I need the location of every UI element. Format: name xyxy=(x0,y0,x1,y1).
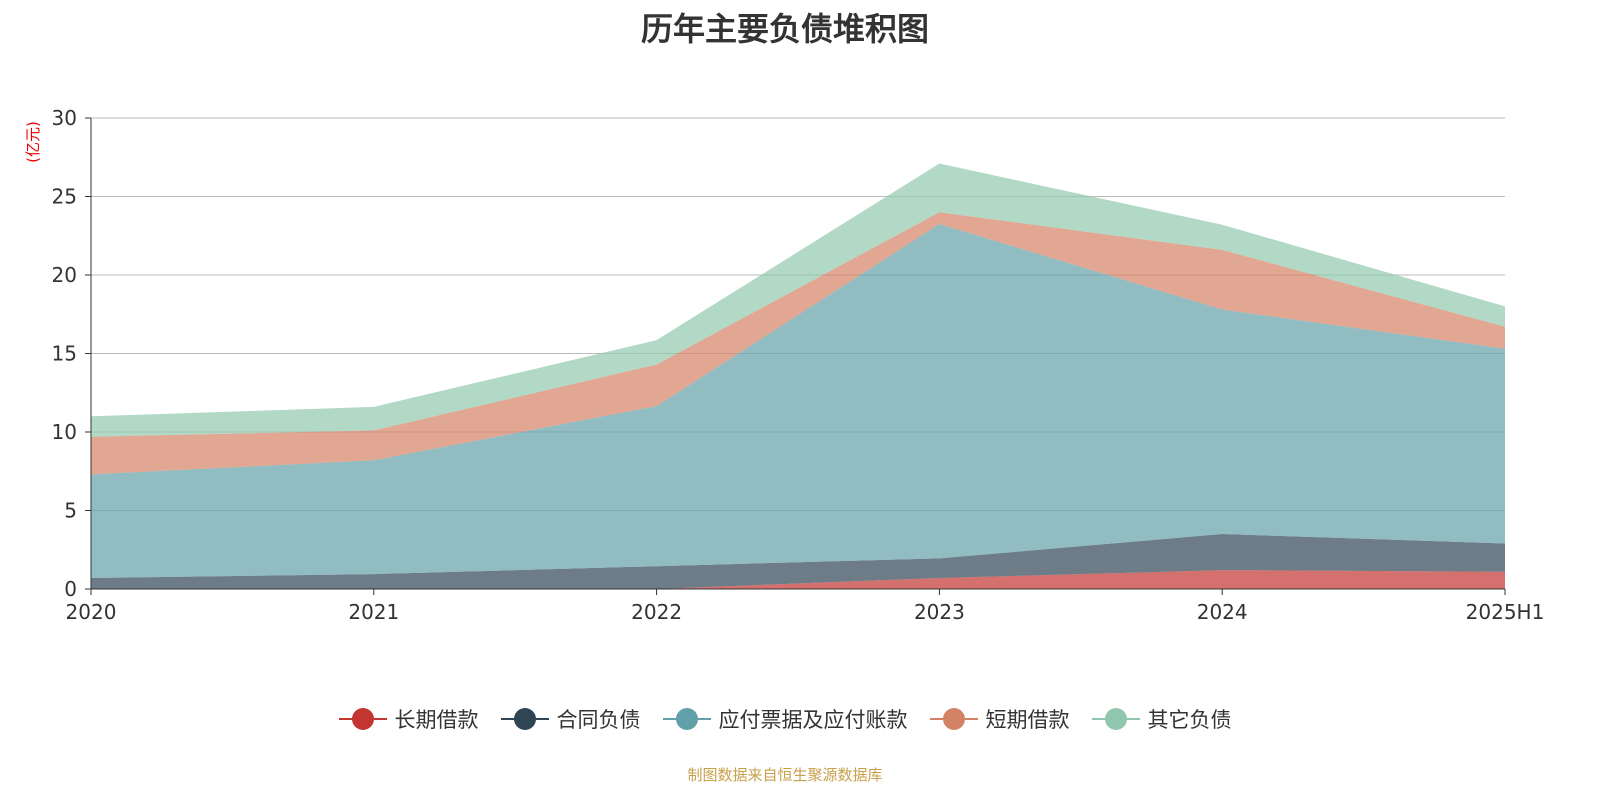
legend-marker-icon xyxy=(662,707,711,731)
area-series-4 xyxy=(91,163,1505,437)
legend-item[interactable]: 其它负债 xyxy=(1091,704,1232,734)
area-series-0 xyxy=(91,570,1505,589)
y-tick-label: 15 xyxy=(52,342,77,366)
legend-item[interactable]: 长期借款 xyxy=(338,704,479,734)
chart-title: 历年主要负债堆积图 xyxy=(640,10,929,48)
legend-marker-icon xyxy=(1091,707,1140,731)
x-tick-label: 2021 xyxy=(348,600,399,624)
legend-label: 应付票据及应付账款 xyxy=(718,708,908,732)
legend-item[interactable]: 合同负债 xyxy=(500,704,641,734)
legend-label: 其它负债 xyxy=(1147,708,1232,732)
x-tick-label: 2020 xyxy=(66,600,117,624)
x-tick-label: 2022 xyxy=(631,600,682,624)
source-note: 制图数据来自恒生聚源数据库 xyxy=(687,766,883,784)
legend: 长期借款 合同负债 应付票据及应付账款 短期借款 其它负债 xyxy=(0,704,1570,734)
legend-label: 合同负债 xyxy=(556,708,641,732)
area-series-3 xyxy=(91,212,1505,475)
area-series-2 xyxy=(91,223,1505,579)
legend-marker-icon xyxy=(500,707,549,731)
legend-marker-icon xyxy=(929,707,978,731)
y-tick-label: 5 xyxy=(64,499,77,523)
legend-item[interactable]: 应付票据及应付账款 xyxy=(662,704,908,734)
x-tick-label: 2023 xyxy=(914,600,965,624)
legend-label: 短期借款 xyxy=(985,708,1070,732)
y-axis-label: (亿元) xyxy=(24,121,42,163)
legend-item[interactable]: 短期借款 xyxy=(929,704,1070,734)
y-tick-label: 30 xyxy=(52,106,77,130)
legend-label: 长期借款 xyxy=(394,708,479,732)
y-tick-label: 0 xyxy=(64,577,77,601)
legend-marker-icon xyxy=(338,707,387,731)
x-tick-label: 2025H1 xyxy=(1466,600,1545,624)
x-tick-label: 2024 xyxy=(1197,600,1248,624)
area-series-1 xyxy=(91,534,1505,589)
y-tick-label: 10 xyxy=(52,420,77,444)
y-tick-label: 20 xyxy=(52,263,77,287)
stacked-area-chart: 0 5 10 15 20 25 30 2020 2021 2022 2023 2024 2025H1 (亿… xyxy=(24,106,1545,624)
y-tick-label: 25 xyxy=(52,185,77,209)
